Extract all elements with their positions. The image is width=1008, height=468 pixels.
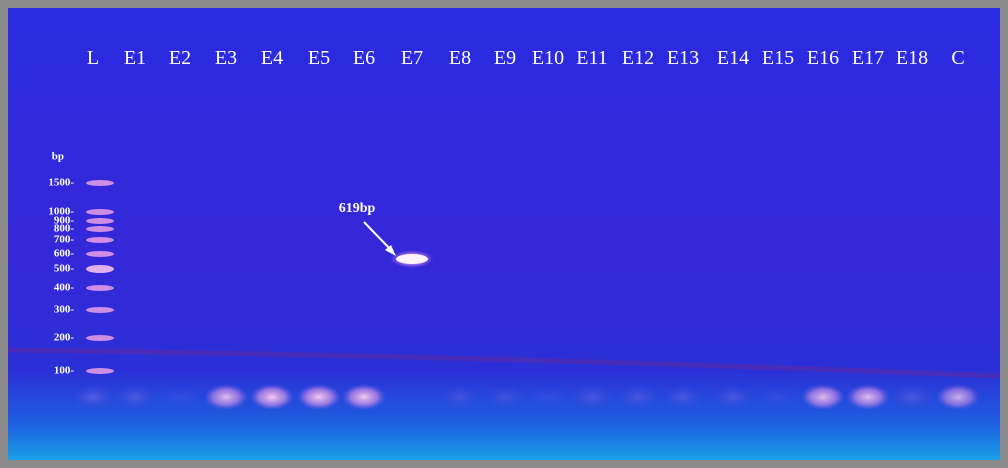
ladder-band — [86, 285, 114, 291]
low-band — [801, 384, 845, 410]
band-core — [396, 254, 428, 264]
lane-label: E4 — [261, 47, 283, 69]
low-band — [890, 384, 934, 410]
lane-label: E5 — [308, 47, 330, 69]
lane-label: E16 — [807, 47, 839, 69]
low-band — [113, 384, 157, 410]
low-band — [526, 384, 570, 410]
lane-label: C — [951, 47, 964, 69]
ladder-band — [86, 237, 114, 243]
ladder-label: 300- — [54, 304, 75, 316]
ladder-label: 600- — [54, 248, 75, 260]
ladder-label: 700- — [54, 234, 75, 246]
lane-label: E8 — [449, 47, 471, 69]
ladder-label: 500- — [54, 263, 75, 275]
lane-label: E7 — [401, 47, 423, 69]
low-band — [342, 384, 386, 410]
ladder-band — [86, 180, 114, 186]
low-band — [661, 384, 705, 410]
lane-label: E17 — [852, 47, 884, 69]
ladder-band — [86, 251, 114, 257]
lane-label: E6 — [353, 47, 375, 69]
ladder-band — [86, 368, 114, 374]
low-band — [616, 384, 660, 410]
ladder-label: 400- — [54, 282, 75, 294]
ladder-label: 1500- — [48, 177, 74, 189]
lane-label: E11 — [576, 47, 607, 69]
low-band — [204, 384, 248, 410]
low-band — [438, 384, 482, 410]
lane-label: E10 — [532, 47, 564, 69]
low-band — [756, 384, 800, 410]
lane-label: E15 — [762, 47, 794, 69]
lane-label: E13 — [667, 47, 699, 69]
low-band — [250, 384, 294, 410]
low-band — [711, 384, 755, 410]
ladder-band — [86, 335, 114, 341]
ladder-band — [86, 307, 114, 313]
annotation: 619bp — [339, 201, 376, 216]
ladder-unit: bp — [52, 151, 64, 163]
ladder-band — [86, 226, 114, 232]
low-band — [483, 384, 527, 410]
ladder-label: 100- — [54, 365, 75, 377]
lane-label: E9 — [494, 47, 516, 69]
low-band — [71, 384, 115, 410]
ladder-band — [86, 265, 114, 273]
lane-label: E2 — [169, 47, 191, 69]
low-band — [297, 384, 341, 410]
low-band — [570, 384, 614, 410]
ladder-band — [86, 218, 114, 224]
lane-label: E18 — [896, 47, 928, 69]
lane-label: E14 — [717, 47, 749, 69]
ladder-band — [86, 209, 114, 215]
lane-label: L — [87, 47, 99, 69]
low-band — [158, 384, 202, 410]
lane-label: E3 — [215, 47, 237, 69]
low-band — [846, 384, 890, 410]
lane-label: E12 — [622, 47, 654, 69]
lane-label: E1 — [124, 47, 146, 69]
ladder-label: 200- — [54, 332, 75, 344]
gel-image: L E1 E2 E3 E4 E5 E6 E7 E8 E9 E10 E11 E12 E13 E14 E15 E16… — [0, 0, 1008, 468]
low-band — [936, 384, 980, 410]
